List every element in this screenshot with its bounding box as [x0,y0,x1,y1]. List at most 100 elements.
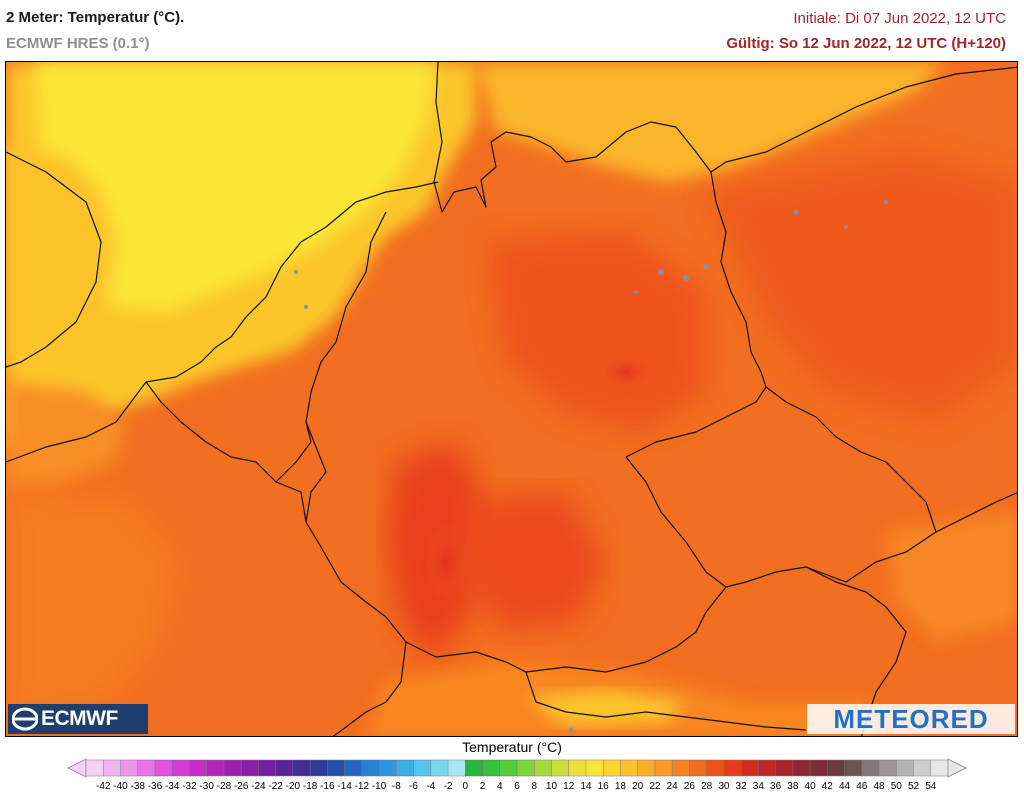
legend-tick-label: 4 [496,781,503,792]
legend-swatch [930,759,949,777]
legend-tick-labels: -42 -40 -38 -36 -34 -32 -30 -28 -26 -24 -22 -20 -18-… [0,781,1024,797]
legend-swatch [551,759,570,777]
legend-swatch [413,759,432,777]
legend-tick-label: -6 [409,781,418,792]
legend-tick-label: 52 [907,781,920,792]
legend-tick-label: -22 [268,781,283,792]
legend-swatch [671,759,691,777]
map-title: 2 Meter: Temperatur (°C). [6,9,185,26]
ecmwf-logo: ECMWF [8,704,148,734]
legend-swatch [654,759,673,777]
legend-swatch [361,759,380,777]
legend-swatch [844,759,863,777]
legend-swatch [827,759,846,777]
legend-tick-label: 6 [514,781,520,792]
legend-tick-label: 18 [614,781,626,792]
baltic-warm-field [476,62,946,182]
legend-arrow-left [67,758,87,778]
atlantic-france-field [6,492,176,722]
legend-title: Temperatur (°C) [462,739,562,755]
legend-swatch [292,759,311,777]
legend-swatch [447,759,467,777]
swabia-hot-field [466,492,606,632]
legend-swatch [396,759,415,777]
border-germany-west [305,211,407,683]
legend-swatch [533,759,553,777]
legend-swatch [240,759,260,777]
legend-swatch [102,759,122,777]
legend-tick-label: 50 [890,781,902,792]
legend-tick-label: -40 [113,781,128,792]
legend-tick-label: 36 [770,781,782,792]
legend-tick-label: -36 [147,781,163,792]
model-label: ECMWF HRES (0.1°) [6,35,150,52]
border-austria-north [525,566,887,673]
legend-tick-label: 46 [856,781,868,792]
legend-tick-label: 48 [873,781,885,792]
border-france-swiss [332,681,402,736]
legend-swatch [723,759,742,777]
coastline-north-sea [433,62,1017,213]
legend-tick-label: 16 [597,781,609,792]
legend-swatch [327,759,346,777]
legend-tick-label: 2 [479,781,486,792]
legend-swatch [120,759,139,777]
legend-swatch [775,759,794,777]
legend-tick-label: 28 [701,781,713,792]
legend-colorbar [67,758,967,778]
legend-tick-label: -16 [320,781,335,792]
legend-swatch [913,759,932,777]
legend-tick-label: -26 [233,781,249,792]
legend-swatch [809,759,829,777]
legend-swatch [602,759,622,777]
border-luxembourg [275,421,312,483]
legend-tick-label: -14 [337,781,352,792]
legend-tick-label: -38 [130,781,145,792]
legend-swatch [344,759,363,777]
legend-tick-label: -28 [216,781,232,792]
hot-spot [424,522,468,602]
legend-swatch [706,759,725,777]
temperature-map[interactable]: ECMWF METEORED [5,61,1018,737]
legend-swatch [206,759,225,777]
north-sea-yellow-field [36,62,436,312]
meteored-logo: METEORED [807,704,1015,734]
legend-swatch [223,759,242,777]
channel-field [6,382,126,492]
legend-swatch [430,759,449,777]
legend-tick-label: 22 [649,781,661,792]
legend-swatch [585,759,604,777]
england-field [6,142,116,367]
legend-swatch [309,759,329,777]
legend-swatch [275,759,294,777]
legend-tick-label: 30 [718,781,730,792]
lakes [294,200,888,733]
legend-tick-label: 44 [838,781,851,792]
legend-swatch [465,759,484,777]
legend-swatch [85,759,104,777]
border-alps-south [525,671,807,731]
legend-tick-label: 8 [531,781,538,792]
legend-swatch [637,759,656,777]
border-germany-czech [625,456,727,588]
legend-swatch [189,759,208,777]
legend-swatch [758,759,777,777]
meteored-logo-text: METEORED [833,703,989,734]
legend-tick-label: 0 [462,781,469,792]
coastline-netherlands-belgium [145,181,439,383]
legend-tick-label: -30 [199,781,214,792]
legend-swatch [499,759,518,777]
legend-tick-label: -2 [443,781,453,792]
border-germany-poland [710,171,767,388]
legend-tick-label: 34 [752,781,764,792]
border-poland-slovakia [935,492,1017,533]
legend-swatch [482,759,501,777]
border-england-coast [6,151,102,368]
legend-tick-label: 24 [666,781,678,792]
legend-swatch [878,759,898,777]
east-hot-field [706,152,1017,422]
legend-swatch [740,759,760,777]
legend-swatch [896,759,915,777]
legend-tick-label: -18 [302,781,318,792]
legend-swatch [154,759,173,777]
